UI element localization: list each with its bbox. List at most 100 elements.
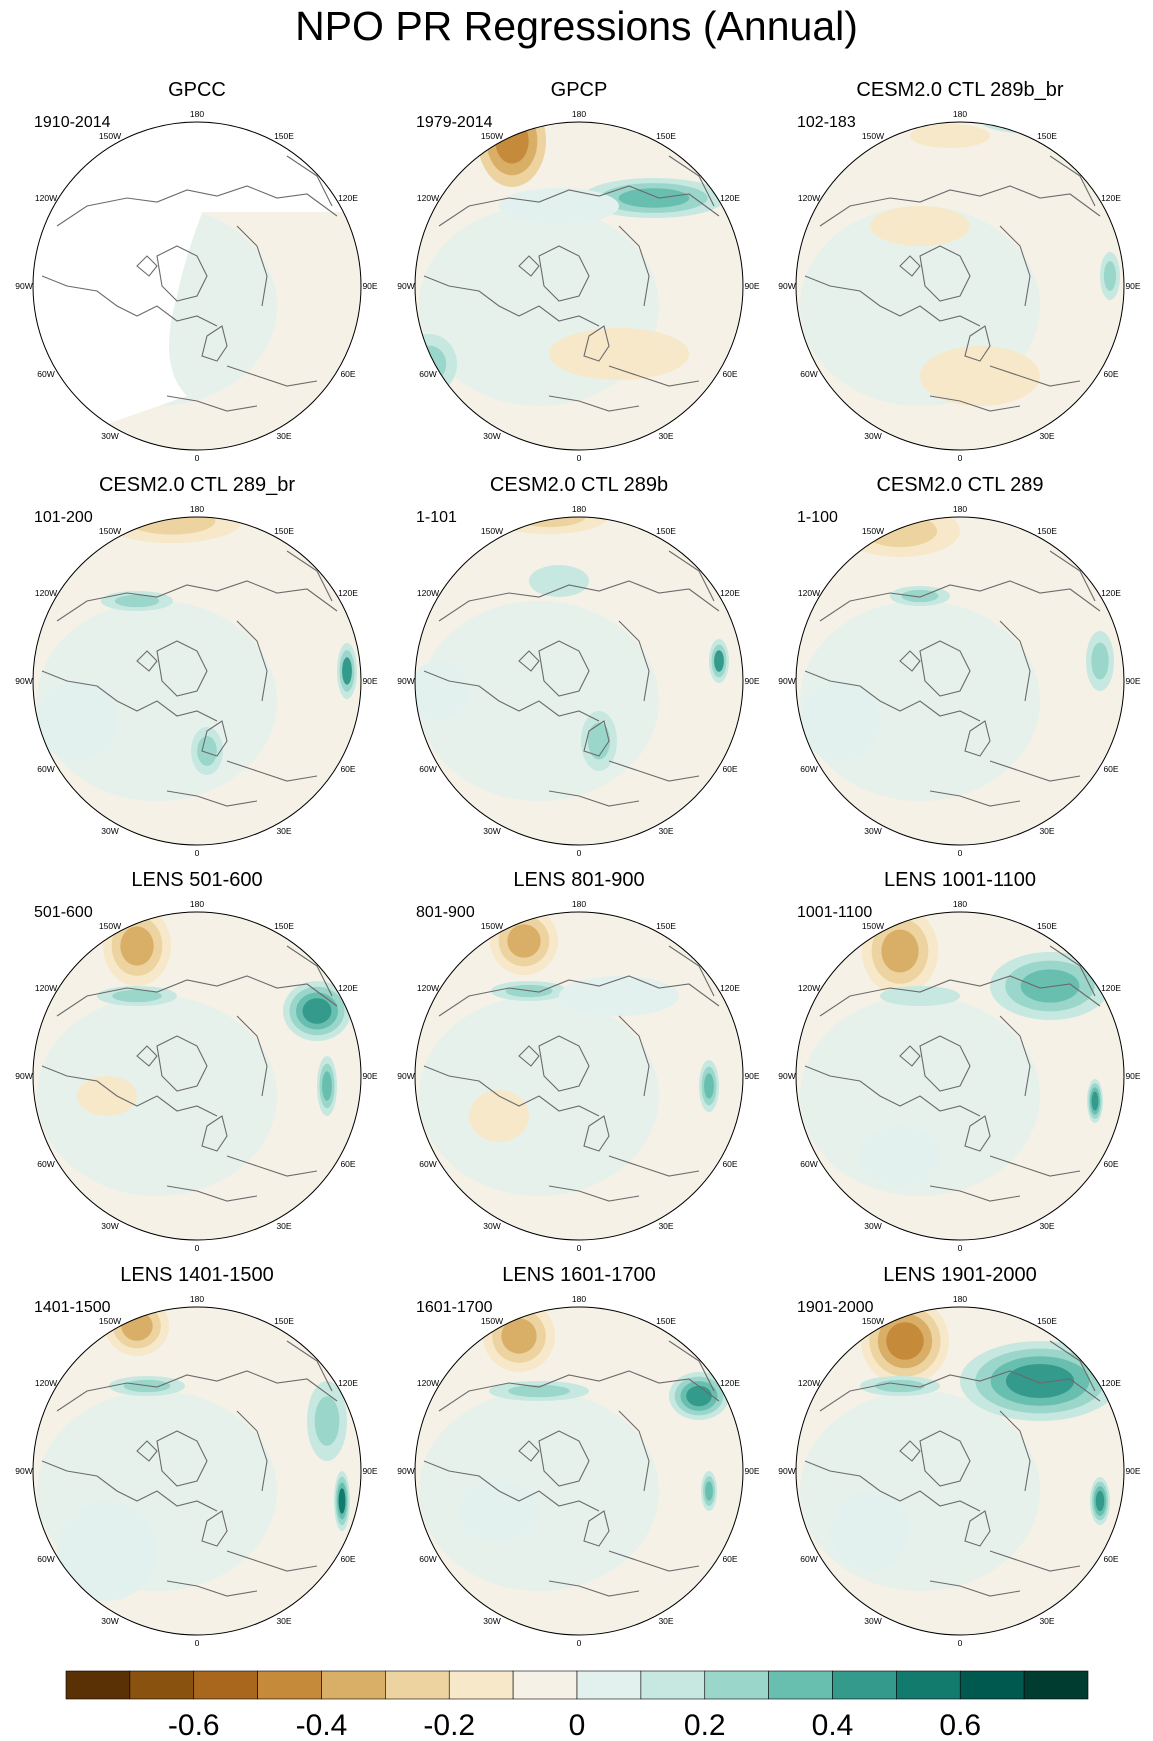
coastline (899, 1440, 921, 1462)
colorbar-swatch (65, 1670, 131, 1700)
coastline (548, 395, 640, 412)
period-label: 1979-2014 (416, 114, 493, 131)
longitude-label: 150E (1037, 526, 1057, 536)
anomaly-region (415, 661, 469, 721)
longitude-label: 60E (340, 369, 355, 379)
longitude-label: 90E (744, 1466, 759, 1476)
longitude-label: 60E (1103, 764, 1118, 774)
longitude-label: 60W (37, 764, 54, 774)
coastline (136, 650, 158, 672)
coastline (819, 185, 1101, 227)
anomaly-region (920, 346, 1040, 406)
anomaly-region (880, 986, 960, 1006)
panel-title: CESM2.0 CTL 289_br (99, 474, 295, 496)
longitude-label: 90E (1125, 281, 1140, 291)
anomaly-region (875, 1379, 925, 1393)
anomaly-region (342, 657, 352, 685)
map-field (33, 122, 361, 450)
coastline (548, 1580, 640, 1597)
coastline (518, 1440, 540, 1462)
coastline (136, 255, 158, 277)
longitude-label: 90E (362, 281, 377, 291)
colorbar-swatch (576, 1670, 642, 1700)
colorbar-tick-label: 0.2 (684, 1709, 726, 1741)
longitude-label: 150W (862, 921, 884, 931)
longitude-label: 120E (1101, 588, 1121, 598)
coastline (999, 1015, 1031, 1097)
map-field (796, 1307, 1124, 1635)
anomaly-region (1091, 1091, 1099, 1111)
coastline (608, 1550, 700, 1572)
coastline (804, 1460, 981, 1512)
coastline (899, 1045, 921, 1067)
longitude-label: 60E (1103, 1554, 1118, 1564)
coastline (608, 760, 700, 782)
longitude-label: 0 (958, 1243, 963, 1253)
colorbar-tick-label: -0.4 (296, 1709, 348, 1741)
anomaly-region (1006, 122, 1094, 130)
longitude-label: 90W (778, 1466, 795, 1476)
period-label: 1601-1700 (416, 1299, 493, 1316)
map-panel: 180 150E 120E 90E 60E 30E 0 30W 60W 90W 120W 150W CE… (778, 474, 1141, 858)
anomaly-region (37, 681, 117, 761)
map-panels: 180 150E 120E 90E 60E 30E 0 30W 60W 90W 120W 150W GP… (15, 79, 1141, 1648)
map-field (415, 912, 743, 1240)
coastline (989, 1550, 1081, 1572)
longitude-label: 120E (338, 588, 358, 598)
coastline (819, 975, 1101, 1017)
longitude-label: 0 (577, 1243, 582, 1253)
longitude-label: 30W (483, 1616, 500, 1626)
longitude-label: 60E (340, 764, 355, 774)
longitude-label: 150W (99, 921, 121, 931)
coastline (929, 1580, 1021, 1597)
longitude-label: 60W (800, 1554, 817, 1564)
longitude-label: 120E (338, 193, 358, 203)
anomaly-region (686, 1385, 712, 1407)
coastline (166, 790, 258, 807)
map-boundary (32, 911, 362, 1241)
longitude-label: 30E (276, 1616, 291, 1626)
coastline (201, 720, 228, 757)
longitude-label: 90W (778, 1071, 795, 1081)
map-boundary (795, 911, 1125, 1241)
longitude-label: 30W (483, 1221, 500, 1231)
coastline (929, 395, 1021, 412)
panel-title: LENS 1401-1500 (120, 1264, 273, 1286)
period-label: 102-183 (797, 114, 856, 131)
coastline (438, 1370, 720, 1412)
map-boundary (414, 121, 744, 451)
longitude-label: 150W (99, 131, 121, 141)
longitude-label: 60E (722, 1554, 737, 1564)
longitude-label: 0 (577, 848, 582, 858)
coastline (236, 1410, 268, 1492)
longitude-label: 150W (481, 1316, 503, 1326)
coastline (286, 945, 333, 997)
longitude-label: 60W (419, 764, 436, 774)
map-panel: 180 150E 120E 90E 60E 30E 0 30W 60W 90W 120W 150W LE… (778, 869, 1141, 1253)
coastline (583, 1510, 610, 1547)
longitude-label: 150W (481, 921, 503, 931)
longitude-label: 180 (190, 1294, 204, 1304)
coastline (1049, 550, 1096, 602)
longitude-label: 30W (864, 826, 881, 836)
colorbar-tick-label: -0.2 (423, 1709, 475, 1741)
coastline (423, 1460, 600, 1512)
longitude-label: 60E (722, 369, 737, 379)
coastline (919, 245, 971, 302)
longitude-label: 180 (190, 109, 204, 119)
longitude-label: 0 (195, 1638, 200, 1648)
colorbar-tick-label: 0.6 (939, 1709, 981, 1741)
coastline (166, 1185, 258, 1202)
longitude-label: 120W (35, 193, 57, 203)
longitude-label: 120W (798, 588, 820, 598)
coastline (438, 975, 720, 1017)
longitude-label: 30E (1039, 1221, 1054, 1231)
coastline (618, 225, 650, 307)
longitude-label: 0 (195, 453, 200, 463)
coastline (1049, 945, 1096, 997)
figure-title: NPO PR Regressions (Annual) (295, 3, 858, 49)
longitude-label: 30E (1039, 826, 1054, 836)
panel-title: CESM2.0 CTL 289b_br (856, 79, 1063, 101)
anomaly-region (501, 1318, 537, 1354)
